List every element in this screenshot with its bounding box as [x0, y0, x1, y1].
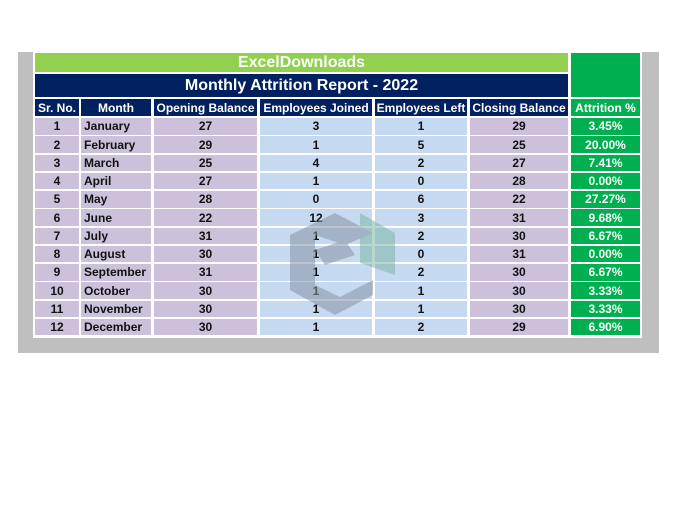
cell-month: September [81, 264, 151, 281]
cell-opening-balance: 31 [154, 227, 257, 244]
cell-attrition-percent: 3.33% [571, 300, 640, 317]
cell-employees-left: 2 [375, 227, 467, 244]
cell-employees-left: 1 [375, 118, 467, 135]
cell-attrition-percent: 27.27% [571, 191, 640, 208]
header-employees-joined: Employees Joined [260, 99, 372, 116]
cell-closing-balance: 30 [470, 227, 568, 244]
cell-attrition-percent: 6.90% [571, 318, 640, 336]
cell-sr-no: 1 [35, 118, 79, 135]
cell-month: December [81, 318, 151, 336]
cell-opening-balance: 25 [154, 154, 257, 171]
header-sr-no: Sr. No. [35, 99, 79, 116]
cell-month: May [81, 191, 151, 208]
cell-employees-joined: 1 [260, 136, 372, 153]
cell-month: August [81, 245, 151, 263]
header-attrition-percent: Attrition % [571, 99, 640, 116]
cell-opening-balance: 30 [154, 245, 257, 263]
cell-month: April [81, 172, 151, 190]
cell-employees-left: 2 [375, 318, 467, 336]
cell-opening-balance: 28 [154, 191, 257, 208]
header-employees-left: Employees Left [375, 99, 467, 116]
cell-attrition-percent: 0.00% [571, 245, 640, 263]
cell-employees-left: 2 [375, 154, 467, 171]
cell-attrition-percent: 9.68% [571, 209, 640, 226]
cell-closing-balance: 31 [470, 245, 568, 263]
cell-sr-no: 7 [35, 227, 79, 244]
cell-month: July [81, 227, 151, 244]
cell-employees-left: 2 [375, 264, 467, 281]
cell-sr-no: 5 [35, 191, 79, 208]
cell-opening-balance: 31 [154, 264, 257, 281]
cell-employees-left: 3 [375, 209, 467, 226]
cell-month: October [81, 282, 151, 299]
cell-month: January [81, 118, 151, 135]
header-closing-balance: Closing Balance [470, 99, 568, 116]
cell-sr-no: 12 [35, 318, 79, 336]
cell-attrition-percent: 7.41% [571, 154, 640, 171]
cell-attrition-percent: 3.45% [571, 118, 640, 135]
cell-month: February [81, 136, 151, 153]
cell-employees-joined: 1 [260, 282, 372, 299]
cell-sr-no: 6 [35, 209, 79, 226]
cell-sr-no: 8 [35, 245, 79, 263]
cell-sr-no: 4 [35, 172, 79, 190]
cell-opening-balance: 27 [154, 172, 257, 190]
cell-attrition-percent: 6.67% [571, 227, 640, 244]
cell-employees-joined: 12 [260, 209, 372, 226]
cell-employees-left: 5 [375, 136, 467, 153]
cell-attrition-percent: 20.00% [571, 136, 640, 153]
cell-employees-left: 1 [375, 300, 467, 317]
cell-opening-balance: 27 [154, 118, 257, 135]
brand-banner: ExcelDownloads [35, 53, 568, 72]
cell-closing-balance: 22 [470, 191, 568, 208]
cell-sr-no: 11 [35, 300, 79, 317]
cell-sr-no: 9 [35, 264, 79, 281]
cell-month: November [81, 300, 151, 317]
cell-closing-balance: 30 [470, 300, 568, 317]
cell-employees-joined: 1 [260, 318, 372, 336]
cell-closing-balance: 30 [470, 264, 568, 281]
cell-closing-balance: 28 [470, 172, 568, 190]
attrition-top-block [571, 53, 640, 97]
cell-employees-left: 1 [375, 282, 467, 299]
cell-employees-joined: 1 [260, 227, 372, 244]
cell-opening-balance: 22 [154, 209, 257, 226]
header-opening-balance: Opening Balance [154, 99, 257, 116]
cell-attrition-percent: 3.33% [571, 282, 640, 299]
cell-closing-balance: 29 [470, 318, 568, 336]
cell-employees-joined: 1 [260, 245, 372, 263]
cell-employees-joined: 1 [260, 300, 372, 317]
cell-attrition-percent: 0.00% [571, 172, 640, 190]
cell-closing-balance: 27 [470, 154, 568, 171]
cell-closing-balance: 29 [470, 118, 568, 135]
cell-employees-joined: 1 [260, 172, 372, 190]
cell-closing-balance: 25 [470, 136, 568, 153]
cell-employees-joined: 4 [260, 154, 372, 171]
cell-closing-balance: 31 [470, 209, 568, 226]
cell-employees-joined: 0 [260, 191, 372, 208]
cell-sr-no: 3 [35, 154, 79, 171]
cell-opening-balance: 30 [154, 318, 257, 336]
cell-employees-joined: 1 [260, 264, 372, 281]
cell-sr-no: 2 [35, 136, 79, 153]
cell-opening-balance: 30 [154, 282, 257, 299]
cell-employees-joined: 3 [260, 118, 372, 135]
cell-employees-left: 6 [375, 191, 467, 208]
cell-attrition-percent: 6.67% [571, 264, 640, 281]
cell-employees-left: 0 [375, 245, 467, 263]
cell-opening-balance: 29 [154, 136, 257, 153]
report-title: Monthly Attrition Report - 2022 [35, 74, 568, 97]
cell-month: June [81, 209, 151, 226]
header-month: Month [81, 99, 151, 116]
cell-closing-balance: 30 [470, 282, 568, 299]
cell-employees-left: 0 [375, 172, 467, 190]
cell-opening-balance: 30 [154, 300, 257, 317]
cell-sr-no: 10 [35, 282, 79, 299]
cell-month: March [81, 154, 151, 171]
